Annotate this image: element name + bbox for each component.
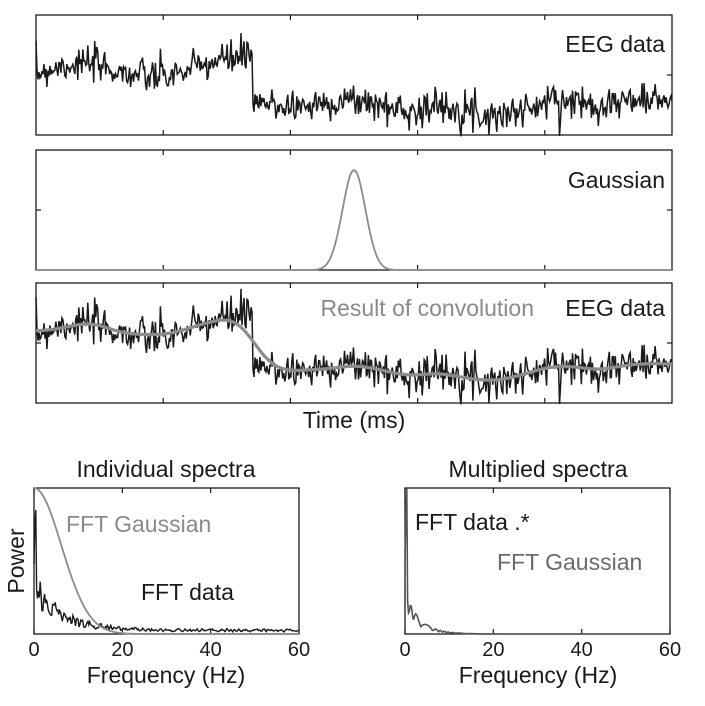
convolution-result-label: Result of convolution	[320, 295, 534, 321]
x-tick-label: 40	[571, 639, 593, 661]
x-tick-label: 40	[200, 639, 222, 661]
individual-spectra-title: Individual spectra	[77, 456, 256, 482]
panel-individual-spectra: Individual spectra FFT Gaussian FFT data…	[3, 456, 310, 688]
panel-multiplied-spectra: Multiplied spectra FFT data .* FFT Gauss…	[399, 456, 681, 688]
x-tick-label: 20	[482, 639, 504, 661]
multiplied-spectra-title: Multiplied spectra	[449, 456, 628, 482]
convolution-eeg-label: EEG data	[565, 295, 665, 321]
panel-gaussian: Gaussian	[35, 149, 673, 271]
panel-convolution-ticks	[36, 283, 672, 403]
multiplied-annotation-gaussian: FFT Gaussian	[497, 549, 642, 575]
power-axis-label: Power	[3, 528, 29, 594]
x-tick-label: 0	[399, 639, 410, 661]
x-tick-label: 0	[28, 639, 39, 661]
x-tick-label: 60	[288, 639, 310, 661]
x-tick-label: 20	[111, 639, 133, 661]
multiplied-spectra-line	[404, 488, 670, 635]
eeg-data-line	[35, 33, 673, 137]
multiplied-x-axis-label: Frequency (Hz)	[459, 662, 617, 688]
individual-spectra-frame	[33, 487, 300, 635]
individual-spectra-ticks	[33, 488, 300, 634]
panel-convolution: Result of convolution EEG data Time (ms)	[35, 282, 673, 433]
gaussian-line	[36, 168, 672, 271]
convolution-result-line	[36, 318, 673, 382]
panel-eeg: EEG data	[35, 14, 673, 137]
individual-x-axis-label: Frequency (Hz)	[87, 662, 245, 688]
fft-data-annotation: FFT data	[141, 579, 234, 605]
x-tick-label: 60	[659, 639, 681, 661]
fft-data-line	[33, 509, 299, 634]
fft-gaussian-annotation: FFT Gaussian	[66, 511, 211, 537]
eeg-label: EEG data	[565, 31, 665, 57]
panel-gaussian-ticks	[36, 150, 672, 270]
gaussian-label: Gaussian	[568, 167, 665, 193]
time-axis-label: Time (ms)	[303, 407, 406, 433]
fft-gaussian-line	[33, 487, 299, 635]
multiplied-annotation-data: FFT data .*	[415, 509, 530, 535]
